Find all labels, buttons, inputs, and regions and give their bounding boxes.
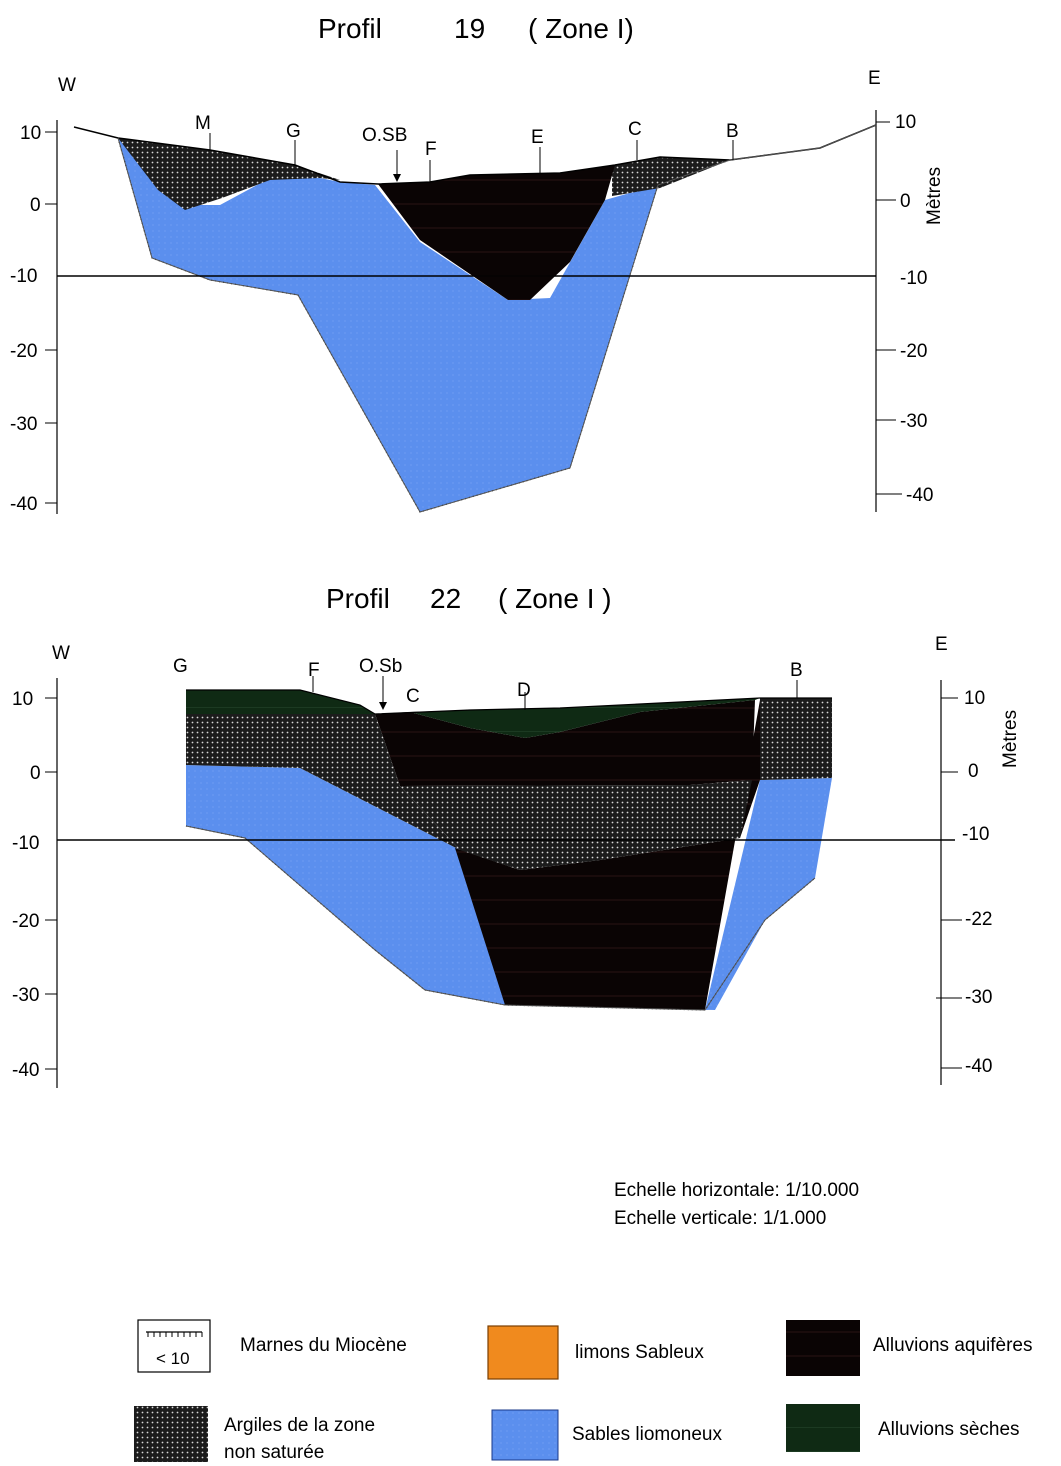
right-ticks [936, 697, 962, 1069]
left-tick-label: -40 [10, 494, 37, 515]
legend-label: Sables liomoneux [572, 1424, 722, 1445]
marker-label: O.SB [362, 125, 407, 146]
legend-label: non saturée [224, 1442, 324, 1463]
argiles-layer-east [612, 157, 730, 196]
sables-limoneux-layer [118, 138, 658, 512]
scale-horizontal: Echelle horizontale: 1/10.000 [614, 1180, 859, 1201]
marker-label: O.Sb [359, 656, 402, 677]
left-tick-label: -10 [10, 266, 37, 287]
marnes-line [117, 124, 877, 513]
right-tick-label: -20 [900, 341, 927, 362]
right-tick-label: -30 [900, 411, 927, 432]
right-tick-label: -10 [900, 268, 927, 289]
alluvions-aquiferes-layer [378, 165, 615, 300]
right-tick-label: -30 [965, 987, 992, 1008]
marker-label: F [425, 139, 437, 160]
marker-label: E [531, 127, 544, 148]
unit-label: Mètres [924, 167, 945, 225]
argiles-layer-middle [400, 780, 752, 870]
legend-label: Argiles de la zone [224, 1415, 375, 1436]
right-tick-label: -40 [965, 1056, 992, 1077]
left-tick-label: -30 [12, 985, 39, 1006]
right-tick-label: 0 [968, 761, 979, 782]
marnes-line [185, 825, 816, 1011]
left-ticks [45, 131, 57, 504]
legend-marnes-symbol: < 10 [156, 1349, 190, 1368]
profile-19: Profil 19 ( Zone I) W E 10 0 -10 -20 -30… [10, 13, 945, 515]
legend-swatch-argiles [134, 1406, 208, 1462]
left-tick-label: -20 [12, 911, 39, 932]
right-tick-label: -10 [962, 824, 989, 845]
profile-title-label: Profil [326, 583, 390, 614]
alluvions-seches-layer [186, 690, 375, 714]
unit-label: Mètres [1000, 710, 1021, 768]
profile-title-zone: ( Zone I) [528, 13, 634, 44]
legend-label: Alluvions aquifères [873, 1335, 1032, 1356]
profile-title-number: 19 [454, 13, 485, 44]
east-label: E [935, 634, 948, 655]
marker-label: G [173, 656, 188, 677]
ground-surface [73, 124, 877, 185]
marker-label: G [286, 121, 301, 142]
alluvions-aquiferes-upper [375, 700, 755, 786]
left-tick-label: 0 [30, 195, 41, 216]
marker-label: D [517, 680, 531, 701]
right-tick-label: 10 [964, 688, 985, 709]
left-tick-label: 0 [30, 763, 41, 784]
profile-22: Profil 22 ( Zone I ) W E 10 0 -10 -20 -3… [12, 583, 1021, 1088]
alluvions-aquiferes-layer [455, 700, 760, 1010]
marker-label: C [406, 686, 420, 707]
sables-limoneux-layer [186, 765, 832, 1010]
legend-swatch-sables [491, 1409, 559, 1461]
marker-label: M [195, 113, 211, 134]
argiles-layer [118, 138, 340, 210]
legend-swatch-limons [487, 1325, 559, 1380]
legend-swatch-alluvions-seches [786, 1404, 860, 1452]
left-tick-label: -20 [10, 341, 37, 362]
legend-swatch-alluvions-aquiferes [786, 1320, 860, 1376]
left-tick-label: 10 [20, 123, 41, 144]
left-tick-label: 10 [12, 689, 33, 710]
marker-label: F [308, 660, 320, 681]
legend-label: Marnes du Miocène [240, 1335, 407, 1356]
legend-label: Alluvions sèches [878, 1419, 1020, 1440]
left-tick-label: -10 [12, 833, 39, 854]
markers [312, 676, 798, 710]
east-label: E [868, 68, 881, 89]
scale-vertical: Echelle verticale: 1/1.000 [614, 1208, 826, 1229]
legend-swatch-marnes [137, 1319, 211, 1373]
right-tick-label: 0 [900, 191, 911, 212]
markers [209, 133, 734, 182]
argiles-layer-west [186, 712, 460, 850]
marker-label: C [628, 119, 642, 140]
right-tick-label: -40 [906, 485, 933, 506]
right-ticks [876, 121, 902, 495]
left-ticks [45, 697, 57, 1070]
left-tick-label: -40 [12, 1060, 39, 1081]
ground-surface [186, 689, 832, 715]
marker-label: B [790, 660, 803, 681]
legend-label: limons Sableux [575, 1342, 704, 1363]
profile-title-zone: ( Zone I ) [498, 583, 612, 614]
left-tick-label: -30 [10, 414, 37, 435]
marker-label: B [726, 121, 739, 142]
west-label: W [58, 75, 76, 96]
argiles-layer-east [760, 698, 832, 780]
profile-title-number: 22 [430, 583, 461, 614]
right-tick-label: 10 [895, 112, 916, 133]
profile-title-label: Profil [318, 13, 382, 44]
west-label: W [52, 643, 70, 664]
legend: < 10 Marnes du Miocène Argiles de la zon… [134, 1319, 1032, 1463]
alluvions-seches-east [410, 698, 760, 738]
right-tick-label: -22 [965, 909, 992, 930]
